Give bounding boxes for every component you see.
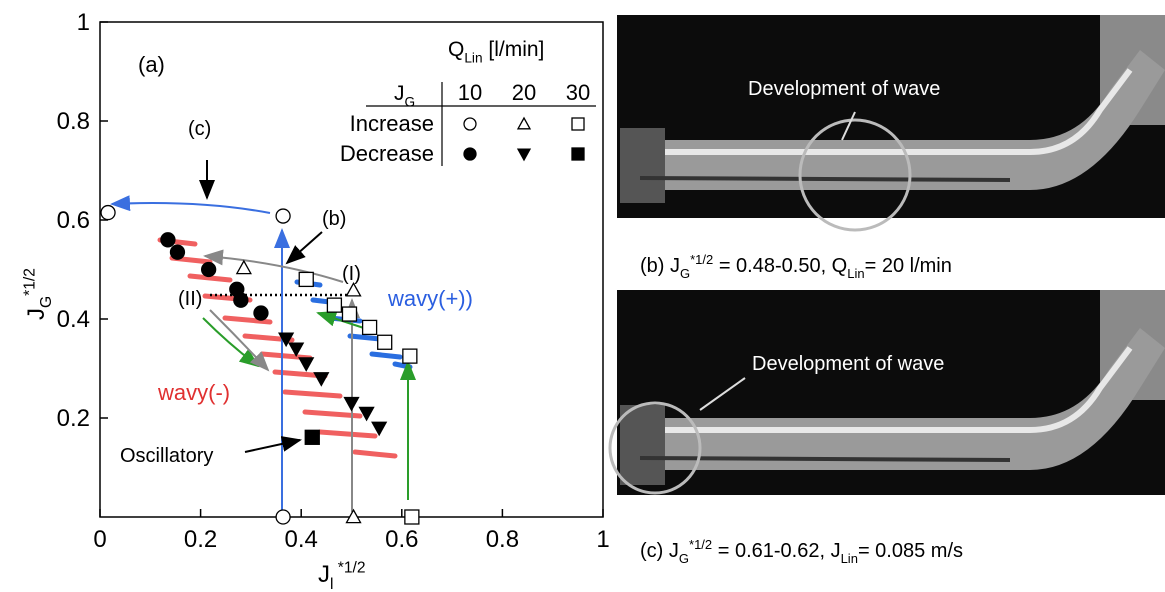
point <box>100 204 116 221</box>
point <box>404 509 420 525</box>
annotation: Oscillatory <box>120 445 213 467</box>
point <box>571 147 585 161</box>
text-part: G <box>679 551 689 566</box>
text-part: [l/min] <box>483 38 545 61</box>
annotation: (I) <box>342 263 361 285</box>
rich-text: QLin [l/min] <box>448 38 544 65</box>
text-part: = 20 l/min <box>865 255 952 277</box>
x-tick-label: 0.2 <box>184 526 217 553</box>
point <box>463 117 477 131</box>
point <box>516 116 532 130</box>
point <box>343 396 360 412</box>
text-part: (b) J <box>640 255 680 277</box>
annotation: wavy(+)) <box>387 286 473 311</box>
legend-row: Decrease <box>340 141 434 166</box>
text-part: J <box>394 82 405 105</box>
text-part: *1/2 <box>21 268 38 296</box>
legend-column: 10 <box>458 80 482 105</box>
y-tick-label: 1 <box>77 9 90 36</box>
annotation: (b) <box>322 208 346 230</box>
annotation: (II) <box>178 288 202 310</box>
point <box>275 208 291 224</box>
text-part: *1/2 <box>690 252 713 267</box>
y-tick-label: 0.2 <box>57 405 90 432</box>
y-tick-label: 0.6 <box>57 207 90 234</box>
text-part: G <box>38 296 55 308</box>
legend-column: 20 <box>512 80 536 105</box>
point <box>371 421 388 437</box>
legend-column: 30 <box>566 80 590 105</box>
legend-row: Increase <box>350 111 434 136</box>
point <box>278 332 295 348</box>
text-part: l <box>330 576 333 592</box>
point <box>313 372 330 387</box>
point <box>169 244 186 260</box>
point <box>275 509 291 525</box>
point <box>326 297 343 313</box>
point <box>358 406 375 422</box>
text-part: J <box>23 308 50 320</box>
point <box>571 117 585 131</box>
point <box>160 232 176 248</box>
text-part: Lin <box>464 50 482 65</box>
decorations <box>99 15 1165 518</box>
x-tick-label: 0.8 <box>486 526 519 553</box>
text-part: *1/2 <box>333 559 365 576</box>
x-tick-label: 0.6 <box>385 526 418 553</box>
rich-text: JG*1/2 <box>21 268 55 320</box>
point <box>341 306 358 322</box>
point <box>345 508 362 524</box>
photo-annotation: Development of wave <box>752 353 944 375</box>
text-part: = 0.085 m/s <box>858 540 963 562</box>
rich-text: (b) JG*1/2 = 0.48-0.50, QLin= 20 l/min <box>640 252 952 281</box>
text-part: Lin <box>841 551 858 566</box>
point <box>377 334 393 350</box>
text-part: Q <box>448 38 464 61</box>
point <box>233 292 249 308</box>
point <box>298 357 315 372</box>
point <box>253 305 269 321</box>
point <box>304 429 320 445</box>
point <box>288 342 305 358</box>
x-tick-label: 1 <box>596 526 609 553</box>
point <box>516 148 532 162</box>
text-part: Lin <box>847 266 864 281</box>
point <box>235 259 252 275</box>
text-part: *1/2 <box>689 537 712 552</box>
rich-text: JG <box>394 82 415 109</box>
annotation: (c) <box>188 118 211 140</box>
y-tick-label: 0.8 <box>57 108 90 135</box>
point <box>463 147 477 161</box>
point <box>345 281 362 297</box>
y-tick-label: 0.4 <box>57 306 90 333</box>
annotation: wavy(-) <box>157 380 230 405</box>
text-part: G <box>405 94 416 109</box>
photo-annotation: Development of wave <box>748 78 940 100</box>
rich-text: Jl *1/2 <box>318 559 366 592</box>
x-tick-label: 0.4 <box>285 526 318 553</box>
text-part: G <box>680 266 690 281</box>
point <box>200 261 217 278</box>
panel-label: (a) <box>138 52 165 77</box>
point <box>361 319 378 336</box>
text-part: = 0.61-0.62, J <box>712 540 840 562</box>
point <box>298 271 314 288</box>
point <box>402 348 418 364</box>
text-part: J <box>318 561 330 588</box>
text-part: = 0.48-0.50, Q <box>713 255 847 277</box>
rich-text: (c) JG*1/2 = 0.61-0.62, JLin= 0.085 m/s <box>640 537 963 566</box>
text-part: (c) J <box>640 540 679 562</box>
x-tick-label: 0 <box>93 526 106 553</box>
